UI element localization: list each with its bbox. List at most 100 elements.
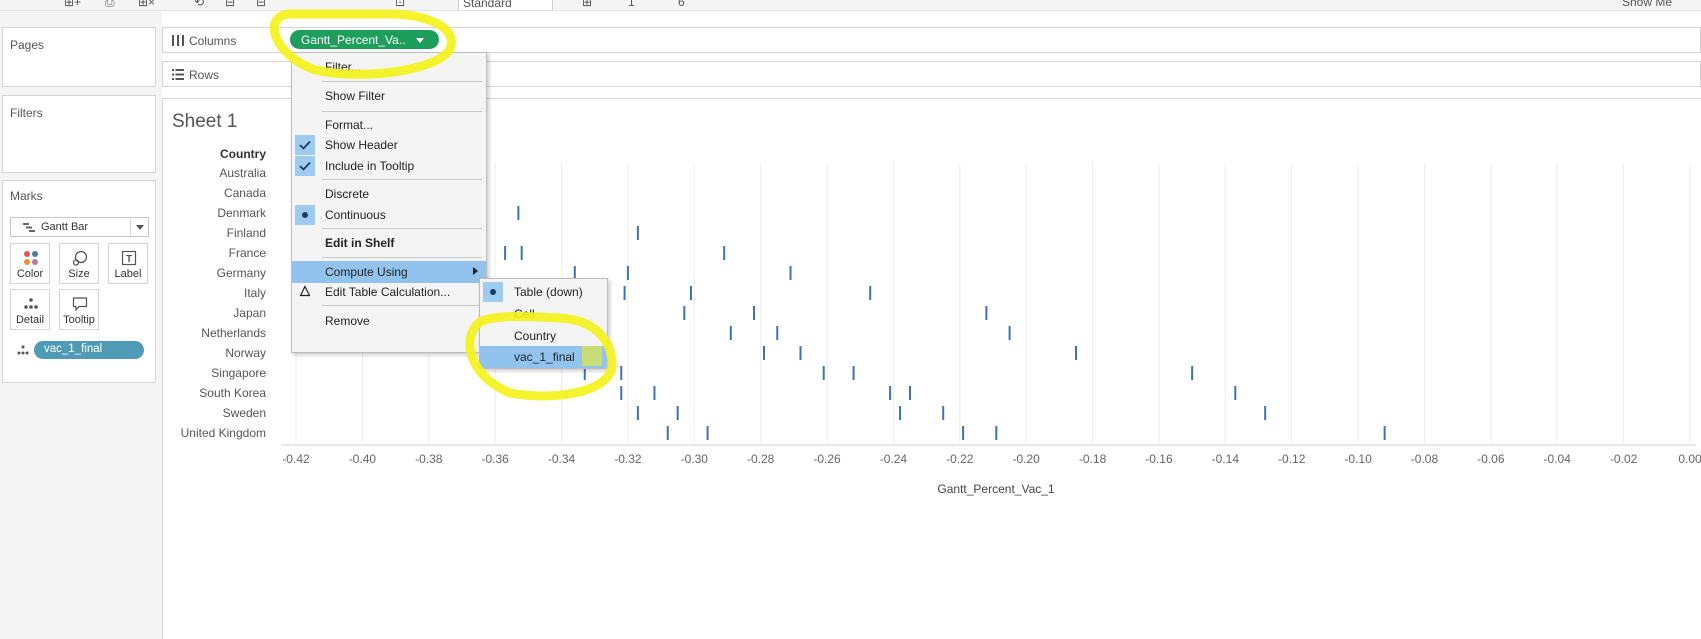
mark-type-label: Gantt Bar [41,221,89,233]
country-label: Canada [224,186,266,200]
radio-dot-icon [295,205,315,225]
color-button[interactable]: Color [10,243,50,284]
x-tick-label: -0.10 [1344,452,1372,466]
filters-card[interactable]: Filters [2,95,156,173]
show-me-button[interactable]: Show Me [1622,0,1673,9]
sort-asc-button[interactable]: ⊟ [225,0,236,9]
presentation-button[interactable]: 6 [678,0,685,9]
marks-title: Marks [10,189,43,203]
country-label: Norway [225,346,266,360]
gantt-bar-icon [23,223,35,232]
menu-item-include-tooltip[interactable]: Include in Tooltip [292,155,486,177]
x-tick-label: -0.24 [880,452,908,466]
menu-item-remove[interactable]: Remove [292,310,486,332]
tooltip-icon [72,297,88,312]
clear-sheet-button[interactable]: ⊞× [138,0,156,9]
country-label: Finland [227,226,266,240]
menu-separator [322,257,482,258]
columns-icon [172,35,184,46]
submenu-item-country[interactable]: Country [480,325,607,347]
size-button[interactable]: Size [59,243,99,284]
svg-text:T: T [126,254,132,265]
pages-title: Pages [10,38,45,52]
check-icon [295,135,315,155]
label-icon: T [121,250,137,266]
submenu-item-label: Cell [514,307,535,321]
marks-field-pill[interactable]: vac_1_final [34,341,144,359]
size-icon [72,250,88,266]
x-tick-label: -0.38 [415,452,443,466]
fit-select[interactable]: Standard [458,0,553,10]
submenu-item-table-down[interactable]: Table (down) [480,281,607,303]
x-tick-label: 0.00 [1678,452,1701,466]
label-button[interactable]: T Label [108,243,148,284]
x-tick-label: -0.22 [946,452,974,466]
submenu-item-vac-1-final[interactable]: vac_1_final [480,346,607,368]
chevron-down-icon[interactable] [130,218,148,236]
country-label: Japan [233,306,266,320]
detail-icon [17,345,29,355]
rows-shelf-label: Rows [189,68,220,82]
color-label: Color [16,268,44,280]
row-header-label: Country [220,147,266,161]
x-tick-label: -0.04 [1544,452,1572,466]
detail-label: Detail [15,314,45,326]
x-tick-label: -0.20 [1013,452,1041,466]
delta-icon [299,285,311,297]
group-button[interactable]: ⊡ [395,0,406,9]
menu-item-continuous[interactable]: Continuous [292,204,486,226]
menu-item-edit-in-shelf[interactable]: Edit in Shelf [292,232,486,254]
menu-separator [322,111,482,112]
menu-item-label: Filter... [325,60,362,74]
x-tick-label: -0.34 [548,452,576,466]
menu-item-discrete[interactable]: Discrete [292,183,486,205]
pages-card[interactable]: Pages [2,27,156,87]
save-button[interactable]: ⎙ [105,0,115,9]
submenu-item-cell[interactable]: Cell [480,303,607,325]
mark-type-dropdown[interactable]: Gantt Bar [10,217,149,237]
labels-button[interactable]: ⊞ [582,0,593,9]
x-tick-label: -0.18 [1079,452,1107,466]
country-label: Singapore [211,366,266,380]
menu-item-label: Edit Table Calculation... [325,285,451,299]
menu-item-label: Edit in Shelf [325,236,395,250]
compute-using-submenu: Table (down) Cell Country vac_1_final [479,278,608,369]
x-tick-label: -0.02 [1610,452,1638,466]
color-dots-icon [24,251,38,265]
toolbar: ⊞+ ⎙ ⊞× ⟲ ⊟ ⊟ ⊡ Standard ⊞ 1 6 Show Me [0,0,1701,11]
menu-item-edit-table-calc[interactable]: Edit Table Calculation... [292,281,486,303]
x-tick-label: -0.28 [747,452,775,466]
submenu-item-label: vac_1_final [514,350,575,364]
menu-item-compute-using[interactable]: Compute Using [292,261,486,283]
detail-button[interactable]: Detail [10,289,50,330]
menu-item-filter[interactable]: Filter... [292,56,486,78]
menu-item-label: Include in Tooltip [325,159,415,173]
menu-item-label: Show Filter [325,89,386,103]
x-tick-label: -0.30 [681,452,709,466]
menu-item-label: Discrete [325,187,370,201]
tooltip-button[interactable]: Tooltip [59,289,99,330]
menu-separator [322,81,482,82]
radio-dot-icon [483,282,503,302]
fix-axes-button[interactable]: 1 [628,0,635,9]
context-menu: Filter... Show Filter Format... Show Hea… [291,52,487,353]
menu-item-label: Compute Using [325,265,408,279]
country-label: South Korea [199,386,266,400]
submenu-item-label: Country [514,329,557,343]
x-tick-label: -0.14 [1212,452,1240,466]
x-tick-label: -0.12 [1278,452,1306,466]
menu-item-label: Continuous [325,208,386,222]
swap-button[interactable]: ⟲ [194,0,205,9]
menu-separator [322,305,482,306]
menu-item-label: Show Header [325,138,398,152]
country-label: Italy [244,286,266,300]
menu-item-show-header[interactable]: Show Header [292,134,486,156]
sort-desc-button[interactable]: ⊟ [256,0,267,9]
menu-item-format[interactable]: Format... [292,114,486,136]
menu-separator [322,179,482,180]
menu-item-show-filter[interactable]: Show Filter [292,85,486,107]
sheet-title: Sheet 1 [172,111,238,132]
new-datasource-button[interactable]: ⊞+ [64,0,82,9]
tooltip-label: Tooltip [63,314,95,326]
